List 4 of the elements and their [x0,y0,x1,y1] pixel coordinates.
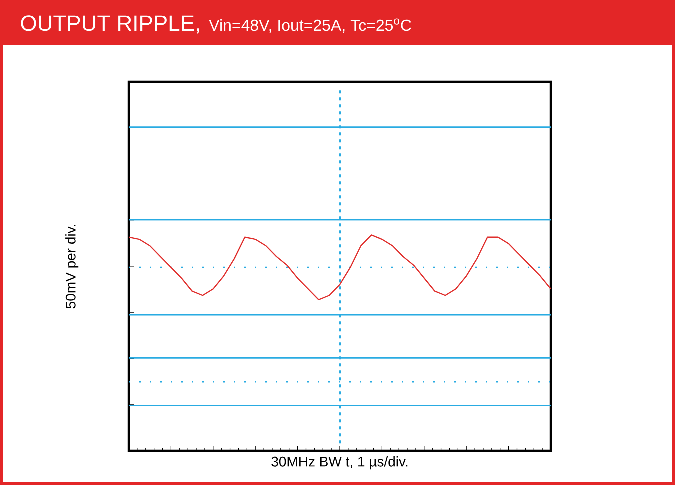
y-axis-title: 50mV per div. [66,225,79,309]
x-axis-title: 30MHz BW t, 1 µs/div. [272,456,408,470]
chart-subtitle: Vin=48V, Iout=25A, Tc=25$^{o}$C [209,18,412,34]
chart-title: OUTPUT RIPPLE, [21,16,200,34]
